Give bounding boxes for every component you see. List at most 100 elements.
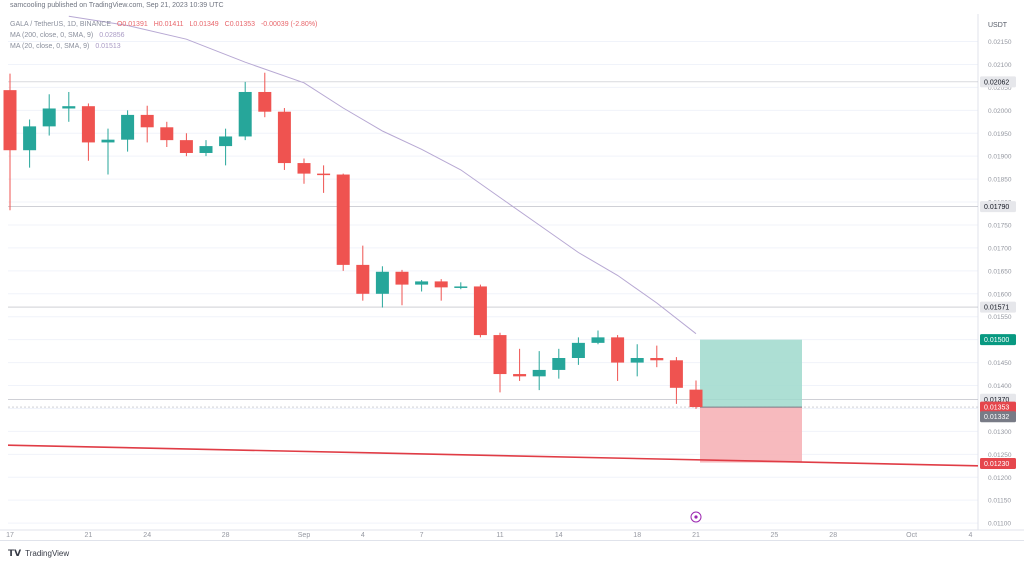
x-tick-label: 4 [968,532,972,539]
open-value: O0.01391 [116,21,148,28]
support-trendline [7,444,979,467]
candle-body [650,358,664,361]
x-tick-label: 28 [222,532,230,539]
close-value: C0.01353 [224,21,255,28]
ma20-label: MA (20, close, 0, SMA, 9) [10,43,90,50]
ma200-value: 0.02856 [99,32,125,39]
event-marker-dot [694,515,698,519]
y-tick-label: 0.01700 [988,245,1012,252]
y-tick-label: 0.02050 [988,85,1012,92]
price-label: 0.01332 [984,414,1009,421]
candle-body [434,281,448,288]
y-tick-label: 0.01550 [988,314,1012,321]
candle-body [101,139,115,143]
x-tick-label: 7 [420,532,424,539]
footer-brand: 𝗧𝗩 TradingView [8,548,69,559]
candle-body [336,174,350,265]
price-label: 0.01370 [984,397,1009,404]
candle-body [140,114,154,128]
x-tick-label: Sep [298,532,311,539]
candle-body [630,358,644,363]
symbol-legend: GALA / TetherUS, 1D, BINANCE O0.01391 H0… [10,21,321,28]
x-tick-label: Oct [906,532,917,539]
candle-body [297,163,311,174]
x-tick-label: 11 [496,532,503,539]
y-tick-label: 0.01100 [988,521,1011,528]
candle-body [669,360,683,388]
high-value: H0.01411 [153,21,184,28]
candle-body [42,108,56,127]
y-tick-label: 0.02100 [988,62,1012,69]
y-tick-label: 0.01150 [988,498,1011,505]
price-label-box [980,201,1016,213]
y-tick-label: 0.01950 [988,131,1012,138]
price-label-box [980,334,1016,346]
candle-body [493,335,507,375]
candle-body [62,106,76,109]
candle-body [454,286,468,288]
x-tick-label: 18 [633,532,641,539]
price-label: 0.01230 [984,461,1009,468]
x-tick-label: 17 [6,532,14,539]
target-zone [700,339,802,408]
y-tick-label: 0.01600 [988,291,1012,298]
low-value: L0.01349 [189,21,219,28]
footer-divider [0,540,1024,541]
x-tick-label: 21 [85,532,93,539]
publisher-line: samcooling published on TradingView.com,… [10,2,224,9]
x-tick-label: 24 [143,532,151,539]
candle-body [219,136,233,147]
candle-body [552,358,566,370]
price-label-box [980,301,1016,313]
y-tick-label: 0.01900 [988,154,1012,161]
candle-body [160,127,174,141]
candle-body [317,173,331,176]
ma200-label: MA (200, close, 0, SMA, 9) [10,32,94,39]
candle-body [277,111,291,164]
candle-body [415,281,429,285]
currency-label[interactable]: USDT [988,22,1008,29]
ma200-legend[interactable]: MA (200, close, 0, SMA, 9) 0.02856 [10,32,129,39]
y-tick-label: 0.01400 [988,383,1012,390]
candle-body [473,286,487,336]
ma20-value: 0.01513 [95,43,121,50]
ma20-legend[interactable]: MA (20, close, 0, SMA, 9) 0.01513 [10,43,125,50]
candle-body [179,140,193,153]
y-tick-label: 0.01300 [988,429,1012,436]
y-tick-label: 0.02150 [988,39,1012,46]
x-tick-label: 14 [555,532,563,539]
x-tick-label: 4 [361,532,365,539]
price-label-box [980,401,1016,413]
x-tick-label: 25 [771,532,779,539]
candle-body [395,271,409,285]
y-tick-label: 0.02000 [988,108,1012,115]
x-tick-label: 21 [692,532,700,539]
candle-body [375,271,389,294]
candle-body [532,369,546,377]
price-label: 0.01500 [984,337,1009,344]
candle-body [81,106,95,143]
candle-body [121,114,135,140]
price-label: 0.01790 [984,204,1009,211]
footer-brand-label: TradingView [25,549,70,558]
price-label: 0.01571 [984,305,1009,312]
stop-zone [700,407,802,463]
price-label-box [980,457,1016,469]
price-label-box [980,411,1016,423]
x-tick-label: 28 [829,532,837,539]
change-value: -0.00039 (-2.80%) [260,21,318,28]
candle-body [356,264,370,294]
y-tick-label: 0.01200 [988,475,1012,482]
candle-body [513,374,527,377]
price-label: 0.02062 [984,79,1009,86]
candle-body [571,342,585,358]
candle-body [611,337,625,363]
y-tick-label: 0.01850 [988,177,1012,184]
candle-body [238,91,252,137]
price-label: 0.01353 [984,405,1009,412]
y-tick-label: 0.01650 [988,268,1012,275]
y-tick-label: 0.01450 [988,360,1012,367]
symbol-name[interactable]: GALA / TetherUS, 1D, BINANCE [10,21,112,28]
candle-body [23,126,37,151]
